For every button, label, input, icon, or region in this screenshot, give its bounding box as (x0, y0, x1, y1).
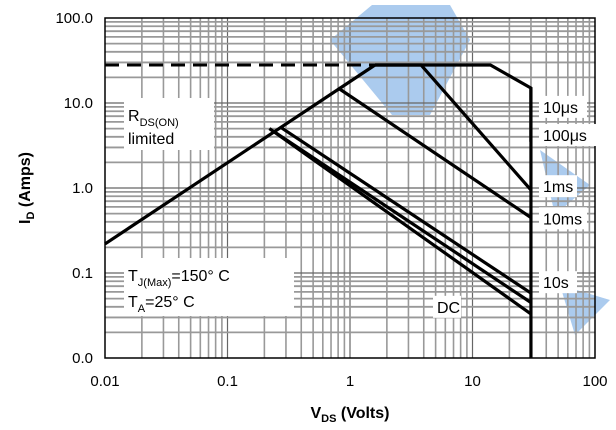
series-line (337, 86, 532, 219)
series-line (279, 125, 532, 295)
series-label: DC (437, 300, 460, 317)
series-label: 10μs (543, 100, 578, 117)
y-tick-label: 100.0 (55, 10, 93, 27)
temperature-annotation: TJ(Max)=150° C TA=25° C (124, 258, 294, 316)
ta-label: TA=25° C (128, 294, 195, 315)
tj-max-label: TJ(Max)=150° C (128, 268, 230, 289)
rds-annotation-bg (124, 98, 214, 150)
y-tick-label: 10.0 (64, 95, 93, 112)
series-labels: 10μs 100μs 1ms 10ms 10s DC (433, 95, 597, 318)
x-axis-title: VDS (Volts) (311, 405, 390, 425)
series-line (375, 63, 533, 142)
rds-on-label: RDS(ON) (128, 108, 179, 129)
series-label-bg (539, 95, 587, 118)
series-line (268, 127, 532, 316)
y-tick-label: 0.0 (72, 350, 93, 367)
y-tick-labels: 0.0 0.1 1.0 10.0 100.0 (55, 10, 93, 367)
rds-on-limited-annotation: RDS(ON) limited (124, 98, 214, 150)
series-line (273, 130, 532, 304)
series-label-bg (539, 175, 577, 198)
series-label-bg (539, 271, 577, 294)
series-label: 10s (543, 275, 569, 292)
series-label-bg (539, 207, 587, 230)
rds-limited-label: limited (128, 131, 174, 148)
x-tick-label: 0.01 (90, 373, 119, 390)
series-label: 1ms (543, 179, 573, 196)
series-label: 10ms (543, 211, 582, 228)
x-tick-labels: 0.01 0.1 1 10 100 (90, 373, 607, 390)
y-tick-label: 0.1 (72, 265, 93, 282)
series-label-bg (433, 295, 461, 318)
x-tick-label: 100 (582, 373, 607, 390)
y-axis-title: ID (Amps) (17, 152, 37, 224)
y-tick-label: 1.0 (72, 180, 93, 197)
plot-frame (104, 17, 596, 359)
series-label-bg (539, 124, 597, 147)
chart-curves (104, 63, 533, 358)
rds-on-limit-line (104, 63, 376, 246)
series-line (375, 63, 533, 191)
x-tick-label: 0.1 (217, 373, 238, 390)
temp-annotation-bg (124, 258, 294, 316)
x-tick-label: 1 (346, 373, 354, 390)
x-tick-label: 10 (464, 373, 481, 390)
series-label: 100μs (543, 128, 587, 145)
